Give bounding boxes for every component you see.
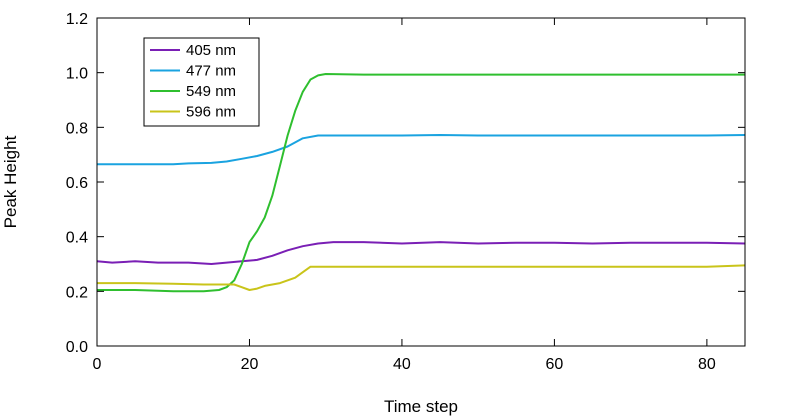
- ticks-layer: 0 20 40 60 80 0.0 0.2 0.4 0.6 0.8 1.0 1.2: [66, 11, 745, 373]
- x-tick-label: 0: [93, 356, 102, 373]
- y-tick-label: 0.2: [66, 284, 88, 301]
- x-axis-title: Time step: [384, 397, 458, 416]
- legend: 405 nm 477 nm 549 nm 596 nm: [143, 37, 260, 127]
- x-tick-label: 80: [698, 356, 716, 373]
- series-line-2: [97, 73, 745, 293]
- legend-label: 596 nm: [186, 104, 236, 121]
- x-tick-label: 20: [241, 356, 259, 373]
- y-tick-label: 0.0: [66, 339, 88, 356]
- y-tick-label: 0.4: [66, 230, 88, 247]
- legend-label: 549 nm: [186, 83, 236, 100]
- series-line-3: [97, 264, 746, 291]
- series-layer: [96, 73, 746, 293]
- y-tick-label: 0.6: [66, 175, 88, 192]
- y-tick-label: 0.8: [66, 120, 88, 137]
- y-tick-label: 1.0: [66, 66, 88, 83]
- x-tick-label: 60: [546, 356, 564, 373]
- y-tick-label: 1.2: [66, 11, 88, 28]
- x-tick-label: 40: [393, 356, 411, 373]
- y-axis-title: Peak Height: [1, 135, 20, 228]
- series-line-1: [97, 134, 746, 166]
- series-line-0: [96, 241, 746, 265]
- legend-label: 477 nm: [186, 63, 236, 80]
- legend-label: 405 nm: [186, 42, 236, 59]
